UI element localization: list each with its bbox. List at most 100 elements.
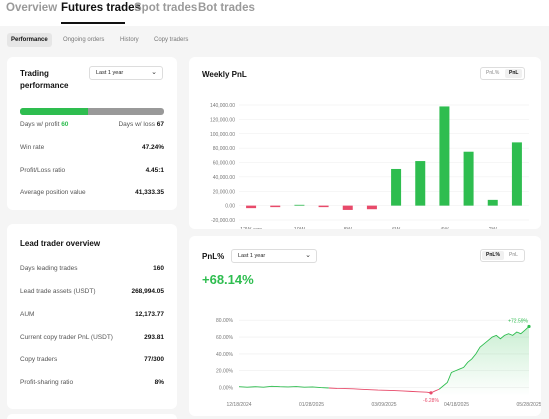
x-tick-label: 4W (440, 227, 449, 229)
pnl-bar[interactable] (366, 205, 377, 210)
toggle-pnl-percent[interactable]: PnL% (482, 251, 504, 260)
lead-trader-title: Lead trader overview (20, 239, 101, 248)
stat-average-position-value: Average position value 41,333.35 (20, 189, 164, 196)
x-tick-label: 10W (294, 227, 306, 229)
stat-copy-traders: Copy traders 77/300 (20, 356, 164, 363)
stat-label: Lead trade assets (USDT) (20, 288, 96, 295)
pnl-bar[interactable] (463, 151, 474, 206)
pnl-bar[interactable] (342, 205, 353, 210)
stat-label: Profit/Loss ratio (20, 167, 66, 174)
stat-label: Profit-sharing ratio (20, 379, 74, 386)
pnl-bar[interactable] (294, 204, 305, 206)
lead-trader-card: Lead trader overview (7, 224, 177, 409)
pnl-bar[interactable] (511, 142, 522, 206)
stat-value: 12,173.77 (135, 311, 164, 318)
pnl-bar[interactable] (415, 161, 426, 206)
y-tick-label: 140,000.00 (210, 103, 235, 109)
days-profit: Days w/ profit 60 (20, 121, 68, 128)
stat-value: 293.81 (144, 334, 164, 341)
next-card (7, 414, 177, 419)
y-tick-label: -20,000.00 (211, 218, 235, 224)
subtab-ongoing-orders[interactable]: Ongoing orders (63, 37, 105, 43)
stat-copy-trader-pnl: Current copy trader PnL (USDT) 293.81 (20, 334, 164, 341)
days-loss-value: 67 (156, 121, 164, 128)
tab-overview[interactable]: Overview (6, 2, 58, 14)
stat-profit-loss-ratio: Profit/Loss ratio 4.45:1 (20, 167, 164, 174)
stat-days-leading: Days leading trades 160 (20, 265, 164, 272)
subtab-history[interactable]: History (120, 37, 139, 43)
pnl-line-positive (438, 326, 530, 390)
y-tick-label: 80.00% (216, 318, 234, 324)
y-tick-label: 40,000.00 (213, 175, 235, 181)
stat-value: 41,333.35 (135, 189, 164, 196)
pnl-percent-chart: 80.00% 60.00% 40.00% 20.00% 0.00% 12/18/2024 0… (216, 318, 541, 408)
tab-bot-trades[interactable]: Bot trades (198, 2, 255, 14)
y-tick-label: 80,000.00 (213, 146, 235, 152)
chevron-down-icon: ⌄ (151, 69, 157, 76)
max-point (527, 324, 531, 329)
pnl-bar[interactable] (270, 205, 281, 208)
toggle-pnl[interactable]: PnL (505, 69, 523, 78)
period-dropdown[interactable]: Last 1 year ⌄ (89, 66, 163, 80)
chevron-down-icon: ⌄ (305, 252, 311, 259)
pnl-area-fill (439, 326, 529, 396)
stat-value: 4.45:1 (145, 167, 164, 174)
pnl-bar[interactable] (487, 199, 498, 206)
active-tab-underline (61, 22, 125, 24)
y-tick-label: 20.00% (216, 369, 234, 375)
pnl-percent-card: PnL% Last 1 year ⌄ PnL% PnL +68.14% 80.0… (189, 236, 541, 416)
pnl-bar[interactable] (246, 205, 257, 209)
subtab-copy-traders[interactable]: Copy traders (154, 37, 189, 43)
title-line-2: performance (20, 81, 69, 90)
pnl-period-value: Last 1 year (238, 253, 266, 259)
pnl-line-early (238, 385, 329, 389)
days-profit-value: 60 (61, 121, 69, 128)
stat-value: 8% (154, 379, 164, 386)
pnl-period-dropdown[interactable]: Last 1 year ⌄ (231, 249, 317, 263)
stat-label: Average position value (20, 189, 86, 196)
pnl-bar[interactable] (439, 106, 450, 206)
stat-aum: AUM 12,173.77 (20, 311, 164, 318)
min-point (429, 391, 433, 395)
x-tick-label: 12W ago (240, 227, 262, 229)
stat-label: Win rate (20, 144, 45, 151)
y-tick-label: 100,000.00 (210, 132, 235, 138)
sub-tabs: Performance Ongoing orders History Copy … (0, 26, 549, 52)
y-tick-label: 0.00% (219, 386, 234, 392)
title-line-1: Trading (20, 69, 49, 78)
y-tick-label: 20,000.00 (213, 189, 235, 195)
pnl-bar[interactable] (391, 168, 402, 206)
pnl-bar[interactable] (318, 205, 329, 208)
stat-value: 268,994.05 (131, 288, 164, 295)
y-tick-label: 40.00% (216, 352, 234, 358)
x-tick-label: 6W (392, 227, 401, 229)
tab-futures-trades[interactable]: Futures trades (61, 2, 141, 14)
min-label: -6.28% (423, 398, 439, 404)
x-tick-label: 03/09/2025 (371, 402, 396, 408)
stat-lead-trade-assets: Lead trade assets (USDT) 268,994.05 (20, 288, 164, 295)
subtab-performance[interactable]: Performance (7, 33, 52, 47)
stat-win-rate: Win rate 47.24% (20, 144, 164, 151)
max-label: +72.59% (508, 318, 528, 324)
x-tick-label: 8W (344, 227, 353, 229)
tab-spot-trades[interactable]: Spot trades (134, 2, 198, 14)
y-tick-label: 60.00% (216, 335, 234, 341)
pnl-percent-value: +68.14% (202, 272, 254, 287)
days-loss-label: Days w/ loss (118, 121, 155, 128)
pnl-line-negative (328, 387, 440, 394)
days-profit-label: Days w/ profit (20, 121, 60, 128)
x-tick-label: 04/18/2025 (444, 402, 469, 408)
x-tick-label: 2W (489, 227, 498, 229)
toggle-pnl[interactable]: PnL (509, 252, 518, 258)
stat-label: Current copy trader PnL (USDT) (20, 334, 113, 341)
y-tick-label: 120,000.00 (210, 117, 235, 123)
stat-value: 47.24% (141, 144, 164, 151)
pnl-percent-toggle: PnL% PnL (480, 249, 525, 262)
y-tick-label: 60,000.00 (213, 161, 235, 167)
trading-performance-card: Trading performance Last 1 year ⌄ (7, 57, 177, 210)
weekly-pnl-toggle: PnL% PnL (480, 67, 525, 80)
period-dropdown-value: Last 1 year (96, 70, 124, 76)
pnl-percent-title: PnL% (202, 252, 225, 261)
toggle-pnl-percent[interactable]: PnL% (486, 70, 500, 76)
win-bar-fill (20, 108, 88, 115)
